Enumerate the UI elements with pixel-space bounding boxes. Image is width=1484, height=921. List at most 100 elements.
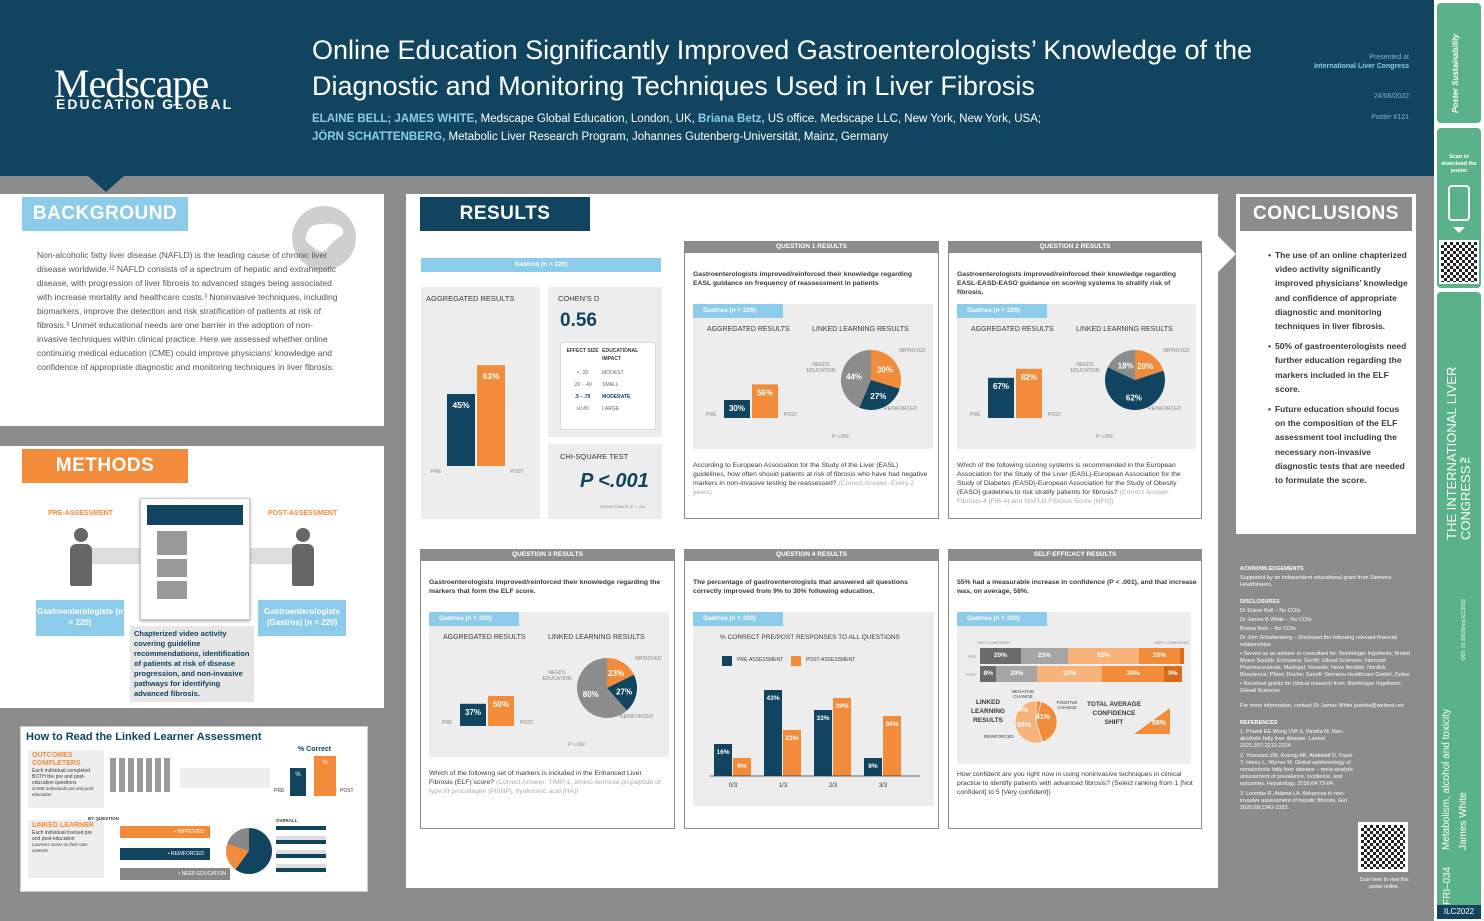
q4-lead: The percentage of gastroenterologists th…	[693, 579, 908, 595]
linked-box: LINKED LEARNER Each individual tracked p…	[28, 820, 104, 878]
chi-label: CHI-SQUARE TEST	[560, 452, 629, 461]
q1-agg-label: AGGREGATED RESULTS	[707, 326, 790, 333]
bar-post	[477, 365, 505, 466]
q3-needs-label: NEEDS EDUCATION	[542, 670, 572, 682]
impact-cell: MODERATE	[602, 394, 631, 400]
q4-heading: QUESTION 4 RESULTS	[684, 549, 939, 561]
se-lead: 55% had a measurable increase in confide…	[957, 579, 1197, 595]
disclosure-item: Dr Elaine Bell – No COIs	[1240, 608, 1301, 614]
bar-value-label: 37%	[465, 708, 481, 717]
conclusion-text: 50% of gastroenterologists need further …	[1274, 341, 1407, 394]
effect-row: .20 - .49 SMALL	[561, 379, 655, 391]
q1-heading: QUESTION 1 RESULTS	[684, 241, 939, 253]
linked-note: Learners serve as their own controls	[32, 842, 88, 853]
conclusion-item: • 50% of gastroenterologists need further…	[1268, 339, 1408, 396]
bar-value-label: 50%	[493, 700, 509, 709]
q2-heading: QUESTION 2 RESULTS	[948, 241, 1202, 253]
bar-post	[752, 384, 778, 418]
author-names-1: ELAINE BELL; JAMES WHITE,	[312, 113, 478, 125]
bar-value-label: 9%	[737, 763, 747, 770]
q3-question: Which of the following set of markers is…	[429, 769, 666, 796]
q4-chart: 16% 9% 0/3 43% 23% 1/3 33% 39% 2/3 9% 30% 3/3	[710, 690, 920, 789]
bar-value-label: 67%	[993, 382, 1009, 391]
bar-value-label: 23%	[785, 735, 798, 742]
background-notch	[118, 426, 158, 442]
cohens-label: COHEN’S D	[558, 294, 600, 303]
aggregated-label: AGGREGATED RESULTS	[426, 294, 515, 303]
pie-slice-needs-education	[1107, 350, 1135, 380]
q1-pie-chart: 30% 27% 44%	[841, 350, 901, 410]
impact-cell: SMALL	[602, 382, 619, 388]
references-column: ACKNOWLEDGEMENTS Supported by an indepen…	[1240, 566, 1412, 815]
bar-pre-3	[864, 758, 882, 776]
methods-caption: Chapterized video activity covering guid…	[130, 626, 254, 702]
se-pos-value: 41%	[1036, 714, 1051, 721]
bar-pre-0	[714, 744, 732, 776]
improved-row: • IMPROVED	[120, 826, 210, 838]
pre-assessment-label: PRE-ASSESSMENT	[48, 510, 113, 517]
disclosures-heading: DISCLOSURES	[1240, 599, 1280, 605]
linked-label: LINKED LEARNER	[32, 822, 94, 829]
post-group-box: Gastroenterologists (Gastros) (n = 220)	[258, 600, 346, 636]
poster-title: Online Education Significantly Improved …	[312, 35, 1253, 101]
need-education-row: • NEED EDUCATION	[120, 868, 230, 880]
summary-box	[180, 768, 270, 788]
pie-value-label: 62%	[1126, 393, 1142, 402]
se-pie-slice	[1035, 701, 1058, 743]
header-notch	[88, 176, 124, 192]
q3-agg-label: AGGREGATED RESULTS	[443, 634, 526, 641]
bar-post-2	[833, 698, 851, 776]
scan-online-label: Scan here to view this poster online.	[1359, 877, 1409, 890]
q1-gastros: Gastros (n = 220)	[693, 304, 783, 318]
bar-value-label: 63%	[482, 371, 499, 381]
pie-value-label: 30%	[877, 366, 893, 375]
pie-value-label: 27%	[616, 687, 632, 696]
arrow-down-icon	[1453, 227, 1465, 233]
se-chart-box	[957, 612, 1191, 764]
author-affil-1: Medscape Global Education, London, UK,	[477, 113, 699, 125]
se-heading: SELF-EFFICACY RESULTS	[948, 549, 1202, 561]
se-linked-label: LINKED LEARNING RESULTS	[971, 699, 1005, 724]
reference-item: 3. Loomba R, Adams LA. Advances in non-i…	[1240, 791, 1347, 811]
se-gastros: Gastros (n = 220)	[957, 612, 1047, 626]
linked-text: Each individual tracked pre and post-edu…	[32, 830, 93, 842]
author-names-3: JÖRN SCHATTENBERG,	[312, 131, 446, 143]
howto-post-label: POST	[340, 788, 354, 794]
tac-value: 58%	[1152, 720, 1167, 727]
bar-value-label: 39%	[835, 703, 848, 710]
effect-size-cell: .5 - .79	[574, 394, 591, 400]
effect-table: EFFECT SIZE EDUCATIONAL IMPACT < .20 MODE…	[560, 342, 656, 430]
q2-question: Which of the following scoring systems i…	[957, 461, 1193, 506]
logo-subtitle: EDUCATION GLOBAL	[56, 96, 234, 112]
qr-code-online[interactable]	[1358, 822, 1408, 872]
not-confident-label: NOT CONFIDENT	[978, 640, 1011, 645]
congress-strip	[1437, 292, 1481, 918]
q3-pie-chart: 23% 27% 80%	[577, 658, 637, 718]
bar-post	[1016, 368, 1042, 418]
ilc-label: ILC2022	[1437, 905, 1481, 919]
impact-header: EDUCATIONAL IMPACT	[602, 348, 639, 362]
se-pie	[1014, 700, 1058, 744]
person-icon	[70, 528, 92, 588]
liver-icon	[292, 206, 356, 270]
bar-post	[488, 696, 514, 726]
q2-needs-label: NEEDS EDUCATION	[1070, 362, 1100, 374]
impact-cell: MODEST	[602, 370, 624, 376]
conclusions-heading: CONCLUSIONS	[1240, 197, 1412, 231]
howto-pre-bar: %	[290, 768, 306, 796]
correct-answer: (Correct Answer: Fibrosis-4 [FIB-4] and …	[957, 489, 1171, 505]
q3-heading: QUESTION 3 RESULTS	[420, 549, 675, 561]
bar-pre	[460, 703, 486, 726]
qr-code-download[interactable]	[1439, 240, 1479, 284]
author-affil-2: US office. Medscape LLC, New York, New Y…	[764, 113, 1042, 125]
se-reinforced-label: REINFORCED	[984, 734, 1014, 739]
se-segment: 20%	[1139, 648, 1180, 664]
x-tick-label: 2/3	[829, 783, 838, 789]
poster-number: Poster #121	[1371, 114, 1409, 121]
howto-title: How to Read the Linked Learner Assessmen…	[26, 731, 262, 743]
q1-improved-label: IMPROVED	[899, 348, 926, 354]
q2-improved-label: IMPROVED	[1163, 348, 1190, 354]
se-segment: 30%	[1102, 666, 1164, 682]
chi-box	[548, 444, 662, 519]
pie-value-label: 20%	[1137, 362, 1153, 371]
